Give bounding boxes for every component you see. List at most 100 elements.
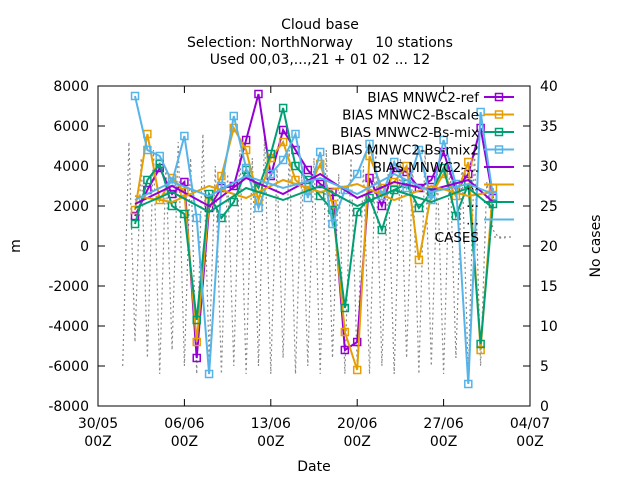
data-point (241, 135, 251, 145)
y2-tick-label: 25 (540, 199, 558, 215)
y2-tick-label: 15 (540, 279, 558, 295)
data-point (340, 327, 350, 337)
data-point (464, 379, 473, 389)
data-point (229, 197, 239, 207)
y-tick-label: -6000 (48, 359, 89, 375)
legend-label: CASES (435, 230, 479, 246)
data-point (476, 107, 485, 117)
legend-label: ... (466, 178, 479, 194)
y2-tick-label: 35 (540, 119, 558, 135)
data-point (180, 187, 189, 197)
y-tick-label: 6000 (53, 119, 89, 135)
legend-label: BIAS MNWC2-Bs-mix (340, 125, 479, 141)
legend-marker (494, 92, 504, 102)
axis-ticks: -8000 -6000 -4000 -2000 0 2000 4000 6000 8000 0 5 1… (48, 79, 558, 450)
data-point (266, 169, 276, 179)
data-point (155, 151, 164, 161)
series-line (134, 172, 494, 208)
x-tick-label-hour: 00Z (343, 434, 370, 450)
y-tick-label: 2000 (53, 199, 89, 215)
data-point (254, 89, 263, 99)
data-point (130, 211, 140, 221)
data-point (476, 339, 485, 349)
data-point (217, 171, 226, 181)
y2-tick-label: 5 (540, 359, 549, 375)
data-point (266, 149, 276, 159)
x-tick-label-date: 13/06 (251, 416, 291, 432)
data-point (143, 145, 152, 155)
x-tick-label-hour: 00Z (84, 434, 111, 450)
data-point (352, 169, 362, 179)
x-tick-label-hour: 00Z (257, 434, 284, 450)
legend-label: BIAS MNWC2-ref (367, 90, 480, 106)
data-point (180, 177, 189, 187)
legend-label: BIAS MNWC2-Bs-mix2 (332, 143, 480, 159)
series-line (134, 172, 494, 201)
data-point (352, 337, 362, 347)
data-point (217, 213, 226, 223)
data-point (241, 163, 251, 173)
data-point (352, 365, 362, 375)
data-point (464, 157, 473, 167)
data-point (389, 157, 399, 167)
x-tick-label-date: 04/07 (510, 416, 550, 432)
legend-marker (494, 110, 504, 119)
legend-label: ... (466, 195, 479, 211)
x-tick-label-hour: 00Z (516, 434, 543, 450)
data-point (180, 209, 189, 219)
data-point (365, 139, 374, 149)
x-tick-label-hour: 00Z (430, 434, 457, 450)
legend-marker (494, 127, 504, 137)
data-point (278, 103, 288, 113)
data-point (328, 219, 337, 229)
x-tick-label-hour: 00Z (171, 434, 198, 450)
y-tick-label: -8000 (48, 399, 89, 415)
y-tick-label: 4000 (53, 159, 89, 175)
data-point (389, 185, 399, 195)
y2-axis-label: No cases (588, 215, 604, 278)
data-point (130, 91, 140, 101)
data-point (377, 201, 387, 211)
data-point (204, 369, 214, 379)
data-point (291, 129, 300, 139)
chart-subtitle-used: Used 00,03,...,21 + 01 02 ... 12 (209, 52, 431, 68)
data-point (315, 147, 325, 157)
y-tick-label: -2000 (48, 279, 89, 295)
data-point (340, 345, 350, 355)
data-point (192, 353, 201, 363)
data-point (254, 203, 263, 213)
data-point (476, 345, 485, 355)
data-point (402, 161, 411, 171)
data-point (439, 163, 448, 173)
data-point (414, 255, 424, 265)
y-tick-label: 8000 (53, 79, 89, 95)
legend-label: BIAS MNWC2-Bscale (342, 108, 479, 124)
chart-title: Cloud base (281, 17, 359, 33)
series-layer (130, 89, 498, 389)
x-tick-label-date: 30/05 (78, 416, 118, 432)
data-point (291, 161, 300, 171)
data-point (414, 203, 424, 213)
data-point (278, 155, 288, 165)
data-point (143, 175, 152, 185)
data-point (229, 111, 239, 121)
x-tick-label-date: 27/06 (423, 416, 463, 432)
data-point (439, 135, 448, 145)
y2-tick-label: 0 (540, 399, 549, 415)
y2-tick-label: 10 (540, 319, 558, 335)
data-point (451, 211, 461, 221)
data-point (192, 315, 201, 325)
legend-label: ... (466, 213, 479, 229)
x-tick-label-date: 20/06 (337, 416, 377, 432)
data-point (303, 165, 313, 175)
y2-tick-label: 40 (540, 79, 558, 95)
legend-label: BIAS MNWC2-... (373, 160, 479, 176)
series-line (134, 184, 494, 214)
data-point (278, 125, 288, 135)
data-point (315, 179, 325, 189)
data-point (328, 205, 337, 215)
data-point (130, 219, 140, 229)
data-point (192, 213, 201, 223)
